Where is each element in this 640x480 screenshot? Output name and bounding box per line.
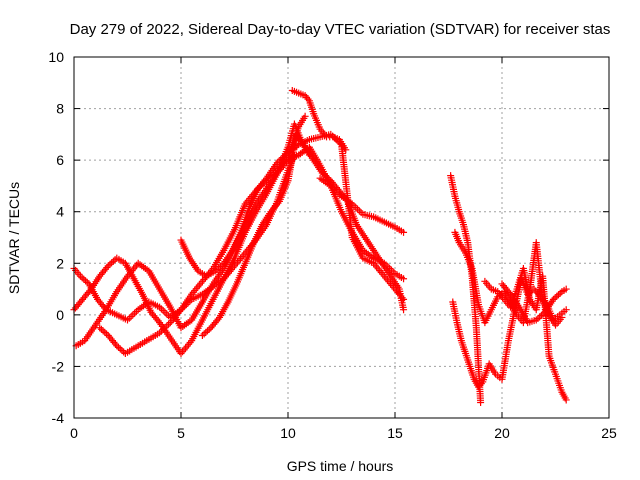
data-points bbox=[70, 87, 570, 407]
x-tick-label: 15 bbox=[387, 425, 403, 441]
x-tick-label: 0 bbox=[70, 425, 78, 441]
data-point bbox=[154, 317, 162, 325]
y-axis-label: SDTVAR / TECUs bbox=[6, 182, 22, 294]
plot-frame bbox=[73, 56, 610, 419]
data-point bbox=[113, 342, 121, 350]
data-point bbox=[76, 272, 84, 280]
data-point bbox=[214, 315, 222, 323]
y-tick-label: 0 bbox=[56, 307, 64, 323]
data-point bbox=[537, 311, 545, 319]
x-axis-label: GPS time / hours bbox=[287, 458, 394, 474]
x-tick-label: 20 bbox=[494, 425, 510, 441]
data-point bbox=[218, 261, 226, 269]
series-track-f bbox=[198, 130, 408, 339]
series-track-m bbox=[498, 280, 570, 327]
series-track-i bbox=[447, 172, 485, 407]
data-point bbox=[205, 325, 213, 333]
data-point bbox=[96, 324, 104, 332]
data-point bbox=[257, 181, 265, 189]
data-point bbox=[400, 228, 408, 236]
data-point bbox=[106, 260, 114, 268]
data-point bbox=[80, 275, 88, 283]
y-tick-label: -4 bbox=[52, 410, 65, 426]
data-point bbox=[86, 287, 94, 295]
data-point bbox=[532, 316, 540, 324]
data-point bbox=[215, 264, 223, 272]
data-point bbox=[400, 275, 408, 283]
data-point bbox=[274, 199, 282, 207]
data-point bbox=[556, 289, 564, 297]
data-point bbox=[216, 262, 224, 270]
data-point bbox=[213, 265, 221, 273]
data-point bbox=[318, 169, 326, 177]
data-point bbox=[104, 262, 112, 270]
data-point bbox=[115, 343, 123, 351]
series-track-h bbox=[316, 174, 408, 236]
data-point bbox=[320, 171, 328, 179]
data-point bbox=[78, 274, 86, 282]
series-track-l bbox=[481, 264, 570, 404]
data-point bbox=[82, 277, 90, 285]
data-point bbox=[108, 259, 116, 267]
series-track-d bbox=[96, 151, 298, 358]
x-tick-label: 10 bbox=[280, 425, 296, 441]
data-point bbox=[562, 285, 570, 293]
data-point bbox=[536, 313, 544, 321]
data-point bbox=[304, 95, 312, 103]
data-point bbox=[118, 346, 126, 354]
data-point bbox=[256, 183, 264, 191]
data-point bbox=[202, 328, 210, 336]
series-track-e bbox=[177, 112, 309, 280]
series-track-g bbox=[288, 87, 350, 154]
y-tick-label: 10 bbox=[48, 49, 64, 65]
data-point bbox=[322, 172, 330, 180]
data-point bbox=[211, 267, 219, 275]
data-point bbox=[204, 327, 212, 335]
y-tick-label: 6 bbox=[56, 152, 64, 168]
data-point bbox=[553, 292, 561, 300]
data-point bbox=[101, 328, 109, 336]
series-track-c bbox=[72, 143, 408, 350]
data-point bbox=[562, 396, 570, 404]
data-point bbox=[558, 313, 566, 321]
data-point bbox=[261, 178, 269, 186]
data-point bbox=[551, 294, 559, 302]
data-point bbox=[99, 327, 107, 335]
axis-ticks: 0 5 10 15 20 25 -4 -2 0 2 4 6 8 10 bbox=[48, 49, 617, 441]
y-tick-label: 4 bbox=[56, 204, 64, 220]
y-tick-label: 2 bbox=[56, 255, 64, 271]
x-tick-label: 5 bbox=[177, 425, 185, 441]
data-point bbox=[549, 295, 557, 303]
data-point bbox=[109, 257, 117, 265]
data-point bbox=[200, 330, 208, 338]
data-point bbox=[103, 264, 111, 272]
data-point bbox=[562, 306, 570, 314]
x-tick-label: 25 bbox=[601, 425, 617, 441]
data-point bbox=[103, 330, 111, 338]
data-point bbox=[505, 289, 513, 297]
data-point bbox=[116, 345, 124, 353]
data-point bbox=[400, 306, 408, 314]
data-point bbox=[554, 291, 562, 299]
data-point bbox=[254, 185, 262, 193]
y-tick-label: 8 bbox=[56, 101, 64, 117]
data-point bbox=[477, 380, 485, 388]
y-tick-label: -2 bbox=[52, 358, 65, 374]
data-point bbox=[477, 399, 485, 407]
data-point bbox=[97, 325, 105, 333]
data-point bbox=[534, 314, 542, 322]
chart-title: Day 279 of 2022, Sidereal Day-to-day VTE… bbox=[70, 21, 611, 38]
data-point bbox=[259, 180, 267, 188]
data-point bbox=[342, 146, 350, 154]
data-point bbox=[301, 112, 309, 120]
data-point bbox=[198, 331, 206, 339]
data-point bbox=[539, 310, 547, 318]
data-point bbox=[111, 340, 119, 348]
